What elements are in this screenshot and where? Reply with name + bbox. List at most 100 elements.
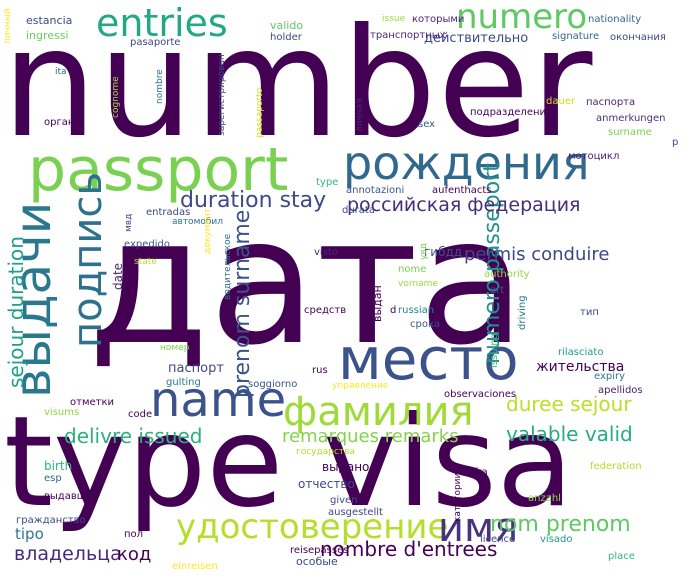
word-durata: durata xyxy=(342,205,375,216)
word-signature: signature xyxy=(552,31,600,42)
word-place: place xyxy=(608,551,635,562)
word-rus: rus xyxy=(312,365,328,376)
word-pasporta: паспорта xyxy=(586,97,636,108)
word-tip: тип xyxy=(580,307,599,318)
word-mototsikl: мотоцикл xyxy=(568,151,620,162)
word-code: code xyxy=(128,409,153,420)
word-duration-stay: duration stay xyxy=(180,188,327,213)
word-zaregistrirovan: зарегистрирован xyxy=(217,54,227,136)
word-sex: sex xyxy=(418,119,436,130)
word-pnrus: type xyxy=(316,177,339,188)
word-familiya: фамилия xyxy=(283,389,474,435)
word-remarques-remarks: remarques remarks xyxy=(282,426,459,447)
word-otchestvo: отчество xyxy=(298,477,355,491)
word-entradas: entradas xyxy=(146,207,191,218)
word-nom-prenom: nom prenom xyxy=(490,512,631,537)
word-reisepasses: reisepasses xyxy=(290,545,349,556)
word-pol: пол xyxy=(124,529,144,540)
word-state: state xyxy=(134,257,157,267)
word-type: мвд xyxy=(124,213,134,232)
word-voditelskoe: выдан xyxy=(371,285,384,322)
word-type-visa: type visa xyxy=(4,390,574,535)
word-art: art xyxy=(490,285,505,296)
word-numero: numero xyxy=(456,0,588,37)
word-russian: russian xyxy=(398,305,435,316)
word-upravlenie: управление xyxy=(332,381,389,391)
word-soggiorno: soggiorno xyxy=(248,379,298,390)
word-podpis: подпись xyxy=(65,172,111,348)
word-rilasciato: rilasciato xyxy=(558,347,604,358)
word-issuing: issuing xyxy=(489,333,500,368)
word-ausgestellt: ausgestellt xyxy=(328,507,383,518)
word-cognome: cognome xyxy=(111,76,121,118)
word-otmetki: отметки xyxy=(70,397,115,408)
word-annotazioni: annotazioni xyxy=(346,185,405,196)
word-given: given xyxy=(330,495,358,506)
word-sejour-duration: sejour duration xyxy=(4,236,28,388)
word-sroka: срока xyxy=(410,319,441,330)
word-d: p xyxy=(672,137,679,148)
word-dokument: водительское xyxy=(223,233,233,300)
word-expiry: expiry xyxy=(594,371,626,382)
word-vladeltsa: владельца xyxy=(14,543,122,565)
word-federation: federation xyxy=(590,461,642,472)
word-passport: passport xyxy=(28,135,289,205)
word-russian-federation: российская федерация xyxy=(347,194,581,216)
word-visums: visums xyxy=(44,407,80,418)
word-visto: visto xyxy=(314,247,338,258)
word-nome: nome xyxy=(398,264,427,275)
word-surname: surname xyxy=(608,127,652,138)
word-uvd: d xyxy=(390,305,397,316)
word-mesto: место xyxy=(338,325,519,393)
word-date: date xyxy=(111,262,125,290)
word-nombre: nombre xyxy=(155,69,165,104)
word-issue: issue xyxy=(382,14,406,24)
word-udostoverenie: удостоверение xyxy=(176,507,449,547)
word-anzahl: anzahl xyxy=(528,493,561,504)
word-pasaporte: pasaporte xyxy=(130,37,181,48)
word-transportnykh: транспортных xyxy=(370,30,446,41)
word-gulting: gulting xyxy=(166,377,201,388)
word-passaporto: passaporto xyxy=(255,87,265,138)
word-expedido: expedido xyxy=(124,239,170,250)
word-observaciones: observaciones xyxy=(444,389,517,400)
word-vydavshii: выдавший xyxy=(44,491,99,502)
word-sredstv: средств xyxy=(304,305,347,316)
word-estancia: estancia xyxy=(26,14,73,27)
word-vydan: увд xyxy=(419,243,429,260)
word-vorname: vorname xyxy=(398,279,438,289)
word-kod: код xyxy=(117,544,152,565)
word-imya: имя xyxy=(438,505,519,551)
word-organ: орган xyxy=(44,117,75,128)
word-podrazdeleniya: подразделения xyxy=(470,107,553,118)
word-licence: licence xyxy=(480,534,516,545)
word-anmerkungen: anmerkungen xyxy=(596,113,666,124)
word-esp: esp xyxy=(44,473,62,484)
word-deistvitelno: действительно xyxy=(424,31,529,46)
word-apellidos: apellidos xyxy=(598,385,643,396)
word-gosudarstva: государства xyxy=(296,447,355,457)
word-rozhdeniya: рождения xyxy=(343,136,590,190)
word-einreisen: einreisen xyxy=(172,561,218,572)
word-valable-valid: valable valid xyxy=(506,422,633,446)
word-permis-conduire: permis conduire xyxy=(464,244,610,265)
word-kategorii: категории xyxy=(453,472,463,522)
word-duree-sejour: duree sejour xyxy=(506,392,632,416)
word-entries: entries xyxy=(96,1,228,45)
word-fra: fra xyxy=(474,467,488,478)
word-ita: ita xyxy=(55,67,67,77)
word-lichnyi: личный xyxy=(3,8,13,44)
word-number: number xyxy=(2,0,594,171)
word-birth: birth xyxy=(44,459,73,473)
word-data: дата xyxy=(88,181,526,384)
word-prenom-surname: prenom surname xyxy=(230,209,255,398)
word-valido: valido xyxy=(270,19,304,32)
word-aufenthacts: aufenthacts xyxy=(432,185,492,196)
word-mvd: документ xyxy=(203,208,213,254)
word-delivre-issued: delivre issued xyxy=(64,424,203,448)
word-okonchaniya: окончания xyxy=(610,32,666,43)
word-tipo: tipo xyxy=(15,525,44,543)
word-dauer: dauer xyxy=(546,96,576,107)
word-driving: driving xyxy=(517,295,528,330)
word-nationality: nationality xyxy=(588,14,642,25)
